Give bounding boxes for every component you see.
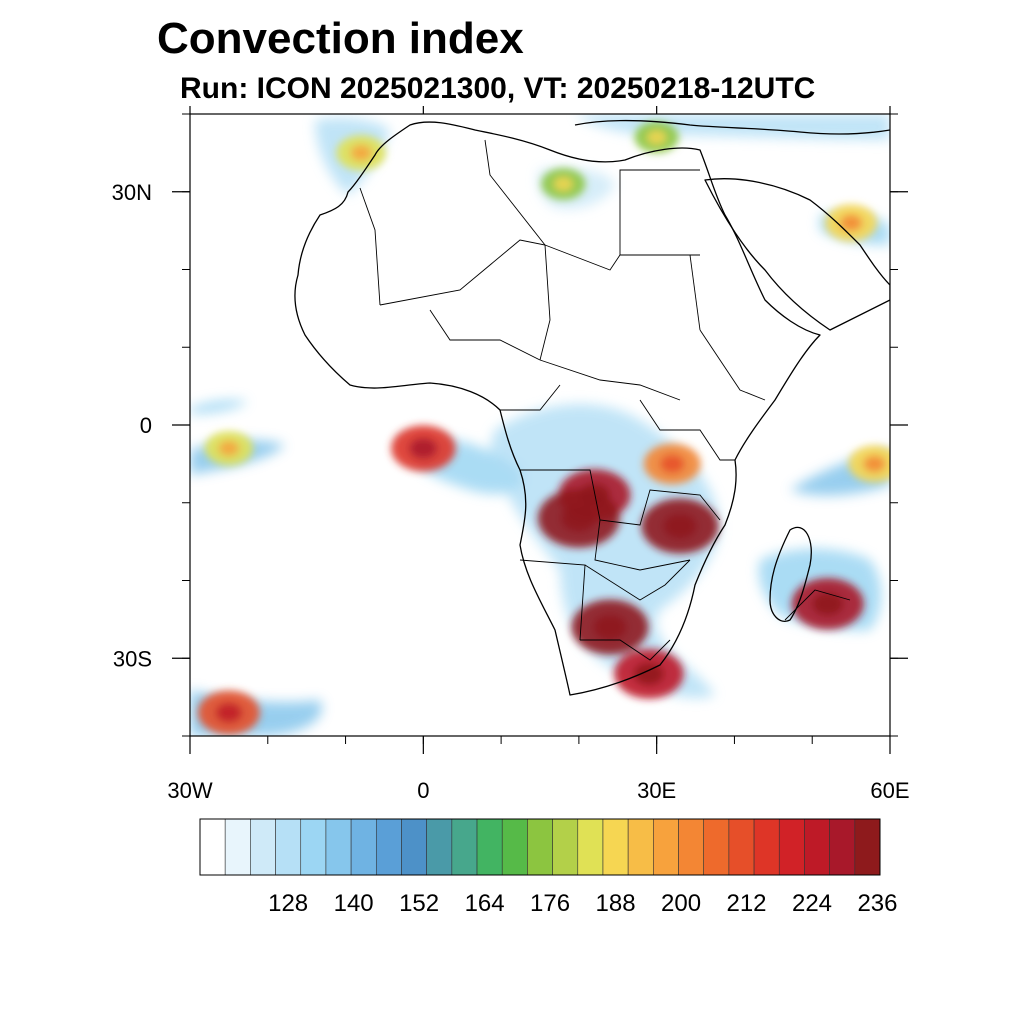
colorbar-swatch	[804, 818, 830, 876]
border	[544, 244, 700, 271]
field-region-core-6	[812, 592, 844, 616]
border	[689, 254, 701, 331]
colorbar-swatch	[250, 818, 276, 876]
field-mediterranean	[575, 114, 890, 140]
lon-tick-label: 60E	[870, 778, 909, 803]
coastlines	[294, 119, 890, 696]
field-region-core-8	[218, 440, 240, 457]
colorbar-label: 152	[399, 890, 439, 917]
colorbar-swatch	[501, 818, 528, 876]
africa-coast	[294, 121, 821, 696]
colorbar-swatch	[577, 818, 604, 876]
field-region-core-3	[663, 513, 697, 539]
colorbar-label: 128	[268, 890, 308, 917]
field-region-core-10	[215, 702, 243, 723]
border	[500, 384, 561, 411]
border	[584, 559, 691, 601]
border	[619, 169, 700, 255]
border	[580, 639, 671, 661]
colorbar-label: 176	[530, 890, 570, 917]
field-layer	[190, 114, 890, 736]
colorbar-swatch	[778, 818, 805, 876]
colorbar-frame	[199, 818, 881, 876]
colorbar-swatch	[224, 818, 251, 876]
colorbar-label: 224	[792, 890, 832, 917]
lon-tick-label: 30W	[167, 778, 212, 803]
map-subtitle: Run: ICON 2025021300, VT: 20250218-12UTC	[180, 72, 816, 105]
colorbar-swatch	[854, 818, 881, 876]
colorbar-swatch	[627, 818, 654, 876]
madagascar-coast	[769, 526, 812, 622]
colorbar-swatch	[753, 818, 780, 876]
colorbar-swatch	[426, 818, 453, 876]
colorbar-swatch	[199, 818, 226, 876]
border	[639, 399, 735, 461]
colorbar-swatch	[527, 818, 553, 876]
colorbar-swatch	[451, 818, 478, 876]
border	[784, 589, 851, 621]
colorbar-swatch	[350, 818, 377, 876]
colorbar-swatch	[375, 818, 402, 876]
colorbar-swatch	[653, 818, 679, 876]
colorbar-swatch	[829, 818, 856, 876]
lat-tick-label: 0	[140, 413, 152, 438]
field-region-core-0	[409, 437, 438, 459]
colorbar-swatch	[728, 818, 755, 876]
border	[699, 329, 766, 401]
colorbar-swatch	[602, 818, 629, 876]
border	[594, 519, 691, 571]
field-region-core-13	[647, 130, 667, 145]
colorbar-label: 200	[661, 890, 701, 917]
colorbar-swatch	[325, 818, 352, 876]
colorbar-label: 140	[334, 890, 374, 917]
field-region-core-4	[593, 614, 627, 640]
border	[484, 139, 546, 246]
colorbar-swatch	[275, 818, 302, 876]
lat-tick-label: 30S	[113, 646, 152, 671]
field-region-core-7	[660, 454, 685, 474]
map-title: Convection index	[157, 14, 524, 63]
field-region-core-12	[553, 176, 573, 192]
field-region-core-2	[561, 505, 597, 532]
arabia-coast	[704, 178, 890, 331]
lat-tick-label: 30N	[112, 180, 152, 205]
colorbar-swatch	[476, 818, 503, 876]
country-borders	[359, 139, 851, 661]
colorbar-swatch	[703, 818, 730, 876]
border	[520, 469, 721, 526]
field-region-core-11	[350, 144, 372, 161]
field-atlantic-band-2	[190, 400, 248, 414]
colorbar-swatch	[552, 818, 579, 876]
axes: 30W 0 30E 60E 30N 0 30S	[112, 106, 910, 803]
border	[359, 187, 381, 306]
border	[429, 309, 541, 361]
field-region-core-9	[863, 455, 886, 473]
field-region-core-5	[634, 662, 664, 685]
colorbar-label: 212	[726, 890, 766, 917]
colorbar-swatch	[401, 818, 427, 876]
lon-tick-label: 30E	[637, 778, 676, 803]
lon-tick-label: 0	[417, 778, 429, 803]
mediterranean-north-coast	[574, 119, 890, 135]
colorbar-swatch	[678, 818, 705, 876]
colorbar-label: 188	[596, 890, 636, 917]
border	[379, 239, 551, 361]
colorbar: 128 140 152 164 176 188 200 212 224 236	[199, 818, 898, 917]
border	[539, 359, 681, 401]
field-region-core-14	[840, 214, 863, 232]
colorbar-label: 164	[465, 890, 505, 917]
colorbar-swatch	[300, 818, 327, 876]
colorbar-label: 236	[857, 890, 897, 917]
